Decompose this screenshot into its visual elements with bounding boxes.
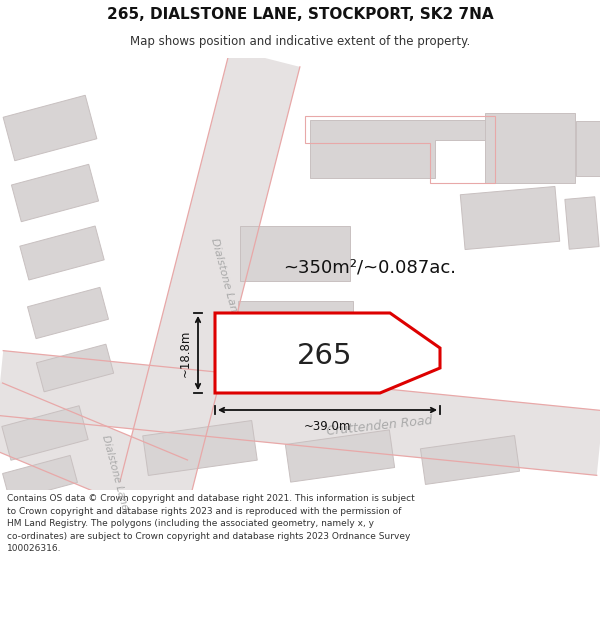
Text: Dialstone Lane: Dialstone Lane <box>100 434 130 512</box>
Polygon shape <box>565 197 599 249</box>
Polygon shape <box>485 113 575 183</box>
Polygon shape <box>240 226 350 281</box>
Polygon shape <box>0 351 600 476</box>
Polygon shape <box>3 95 97 161</box>
Polygon shape <box>421 436 520 484</box>
Polygon shape <box>11 164 98 222</box>
Polygon shape <box>310 120 490 178</box>
Text: ~18.8m: ~18.8m <box>179 329 192 377</box>
Polygon shape <box>286 430 395 482</box>
Polygon shape <box>0 383 187 520</box>
Polygon shape <box>238 301 353 346</box>
Text: ~39.0m: ~39.0m <box>304 420 351 433</box>
Polygon shape <box>2 456 77 501</box>
Polygon shape <box>215 313 440 393</box>
Text: Cruttenden Road: Cruttenden Road <box>326 414 434 438</box>
Polygon shape <box>2 406 88 460</box>
Polygon shape <box>28 288 109 339</box>
Text: Dialstone Lane: Dialstone Lane <box>209 237 241 319</box>
Polygon shape <box>143 421 257 476</box>
Polygon shape <box>20 226 104 280</box>
Text: 265, DIALSTONE LANE, STOCKPORT, SK2 7NA: 265, DIALSTONE LANE, STOCKPORT, SK2 7NA <box>107 7 493 22</box>
Text: Contains OS data © Crown copyright and database right 2021. This information is : Contains OS data © Crown copyright and d… <box>7 494 415 553</box>
Polygon shape <box>460 186 560 249</box>
Text: ~350m²/~0.087ac.: ~350m²/~0.087ac. <box>284 259 457 277</box>
Polygon shape <box>120 49 300 499</box>
Polygon shape <box>575 121 600 176</box>
Text: 265: 265 <box>297 342 353 370</box>
Text: Map shows position and indicative extent of the property.: Map shows position and indicative extent… <box>130 35 470 48</box>
Polygon shape <box>37 344 113 392</box>
